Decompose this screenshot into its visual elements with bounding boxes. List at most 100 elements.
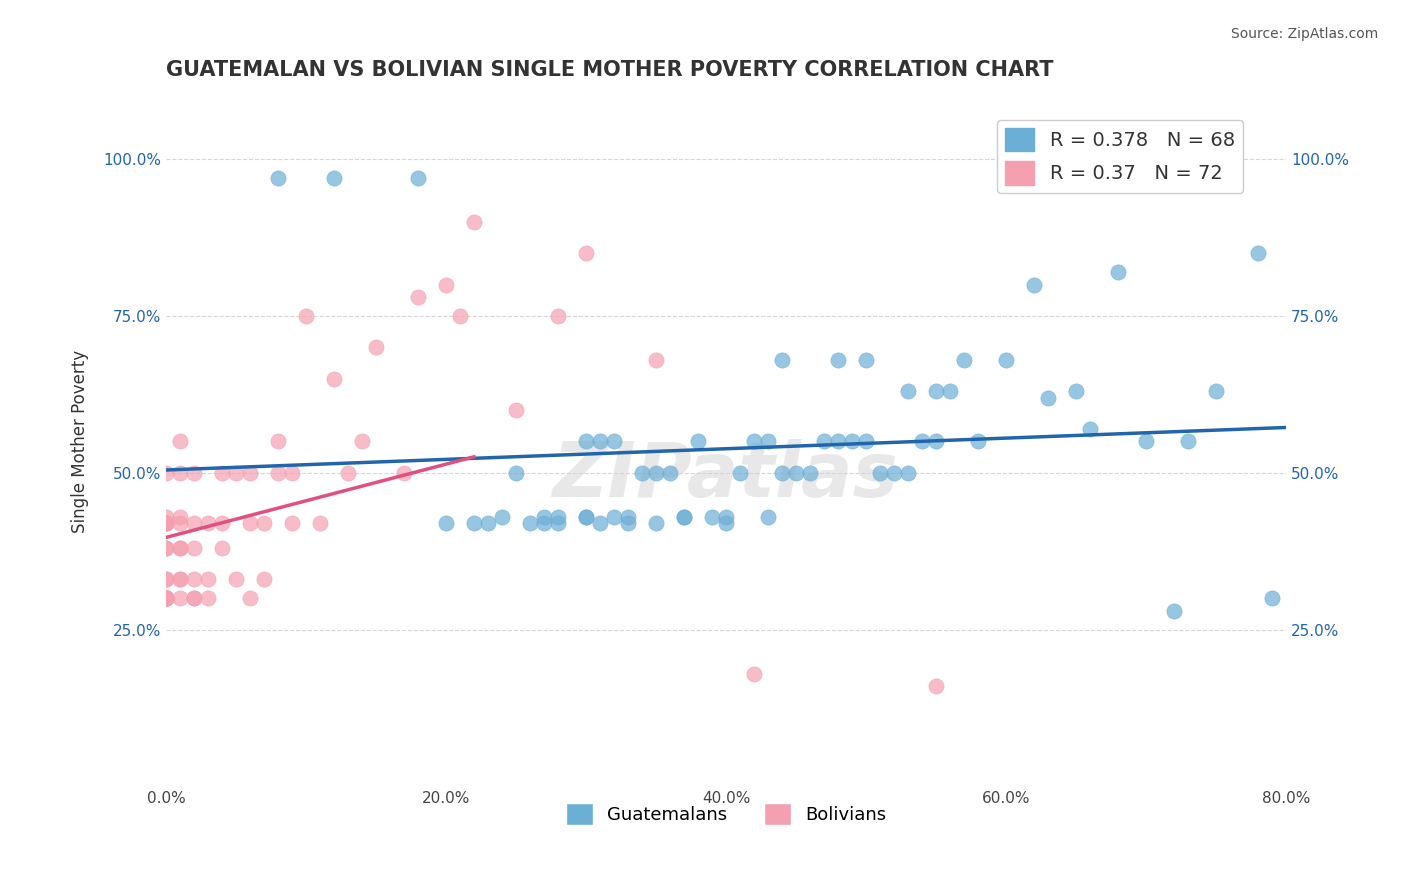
Point bbox=[897, 466, 920, 480]
Point bbox=[547, 509, 569, 524]
Point bbox=[155, 516, 177, 530]
Point bbox=[1177, 434, 1199, 449]
Point bbox=[533, 509, 555, 524]
Point bbox=[505, 403, 527, 417]
Point bbox=[519, 516, 541, 530]
Point bbox=[434, 516, 457, 530]
Point bbox=[155, 573, 177, 587]
Point bbox=[155, 516, 177, 530]
Point bbox=[939, 384, 962, 399]
Point bbox=[295, 309, 318, 323]
Point bbox=[169, 573, 191, 587]
Point bbox=[603, 434, 626, 449]
Point bbox=[659, 466, 682, 480]
Point bbox=[169, 541, 191, 555]
Text: GUATEMALAN VS BOLIVIAN SINGLE MOTHER POVERTY CORRELATION CHART: GUATEMALAN VS BOLIVIAN SINGLE MOTHER POV… bbox=[166, 60, 1053, 79]
Point bbox=[463, 215, 485, 229]
Point bbox=[155, 591, 177, 606]
Point bbox=[645, 516, 668, 530]
Point bbox=[169, 434, 191, 449]
Point bbox=[183, 591, 205, 606]
Point bbox=[477, 516, 499, 530]
Point bbox=[155, 591, 177, 606]
Point bbox=[169, 591, 191, 606]
Point bbox=[169, 541, 191, 555]
Point bbox=[155, 516, 177, 530]
Point bbox=[155, 466, 177, 480]
Point bbox=[183, 591, 205, 606]
Point bbox=[883, 466, 905, 480]
Point bbox=[700, 509, 723, 524]
Point bbox=[967, 434, 990, 449]
Point bbox=[742, 434, 765, 449]
Point bbox=[155, 591, 177, 606]
Point bbox=[155, 541, 177, 555]
Point bbox=[1036, 391, 1059, 405]
Point bbox=[323, 171, 346, 186]
Point bbox=[155, 541, 177, 555]
Point bbox=[841, 434, 863, 449]
Point bbox=[813, 434, 835, 449]
Point bbox=[155, 591, 177, 606]
Point bbox=[267, 171, 290, 186]
Point bbox=[211, 466, 233, 480]
Point bbox=[155, 591, 177, 606]
Point bbox=[183, 573, 205, 587]
Point bbox=[491, 509, 513, 524]
Point bbox=[869, 466, 891, 480]
Point bbox=[155, 573, 177, 587]
Point bbox=[770, 352, 793, 367]
Point bbox=[603, 509, 626, 524]
Point bbox=[155, 591, 177, 606]
Point bbox=[672, 509, 695, 524]
Point bbox=[155, 591, 177, 606]
Point bbox=[350, 434, 373, 449]
Point bbox=[155, 516, 177, 530]
Point bbox=[897, 384, 920, 399]
Point bbox=[756, 434, 779, 449]
Point bbox=[1064, 384, 1087, 399]
Point bbox=[589, 516, 612, 530]
Point bbox=[281, 466, 304, 480]
Point bbox=[253, 573, 276, 587]
Point bbox=[645, 352, 668, 367]
Point bbox=[925, 434, 948, 449]
Point bbox=[197, 516, 219, 530]
Point bbox=[309, 516, 332, 530]
Point bbox=[155, 591, 177, 606]
Point bbox=[197, 591, 219, 606]
Point bbox=[953, 352, 976, 367]
Point bbox=[756, 509, 779, 524]
Text: Source: ZipAtlas.com: Source: ZipAtlas.com bbox=[1230, 27, 1378, 41]
Point bbox=[672, 509, 695, 524]
Text: ZIPatlas: ZIPatlas bbox=[553, 439, 898, 513]
Point bbox=[183, 516, 205, 530]
Point bbox=[463, 516, 485, 530]
Point bbox=[267, 434, 290, 449]
Point bbox=[281, 516, 304, 530]
Point bbox=[785, 466, 807, 480]
Point bbox=[714, 516, 737, 530]
Point bbox=[925, 384, 948, 399]
Point bbox=[1163, 604, 1185, 618]
Point bbox=[589, 434, 612, 449]
Point bbox=[155, 591, 177, 606]
Point bbox=[911, 434, 934, 449]
Point bbox=[547, 516, 569, 530]
Point bbox=[714, 509, 737, 524]
Point bbox=[855, 352, 877, 367]
Point bbox=[855, 434, 877, 449]
Point bbox=[827, 352, 849, 367]
Point bbox=[225, 573, 247, 587]
Point bbox=[575, 246, 598, 260]
Point bbox=[434, 277, 457, 292]
Point bbox=[631, 466, 654, 480]
Point bbox=[267, 466, 290, 480]
Point bbox=[799, 466, 821, 480]
Point bbox=[728, 466, 751, 480]
Point bbox=[197, 573, 219, 587]
Point bbox=[994, 352, 1017, 367]
Point bbox=[1135, 434, 1157, 449]
Point bbox=[575, 434, 598, 449]
Point bbox=[547, 309, 569, 323]
